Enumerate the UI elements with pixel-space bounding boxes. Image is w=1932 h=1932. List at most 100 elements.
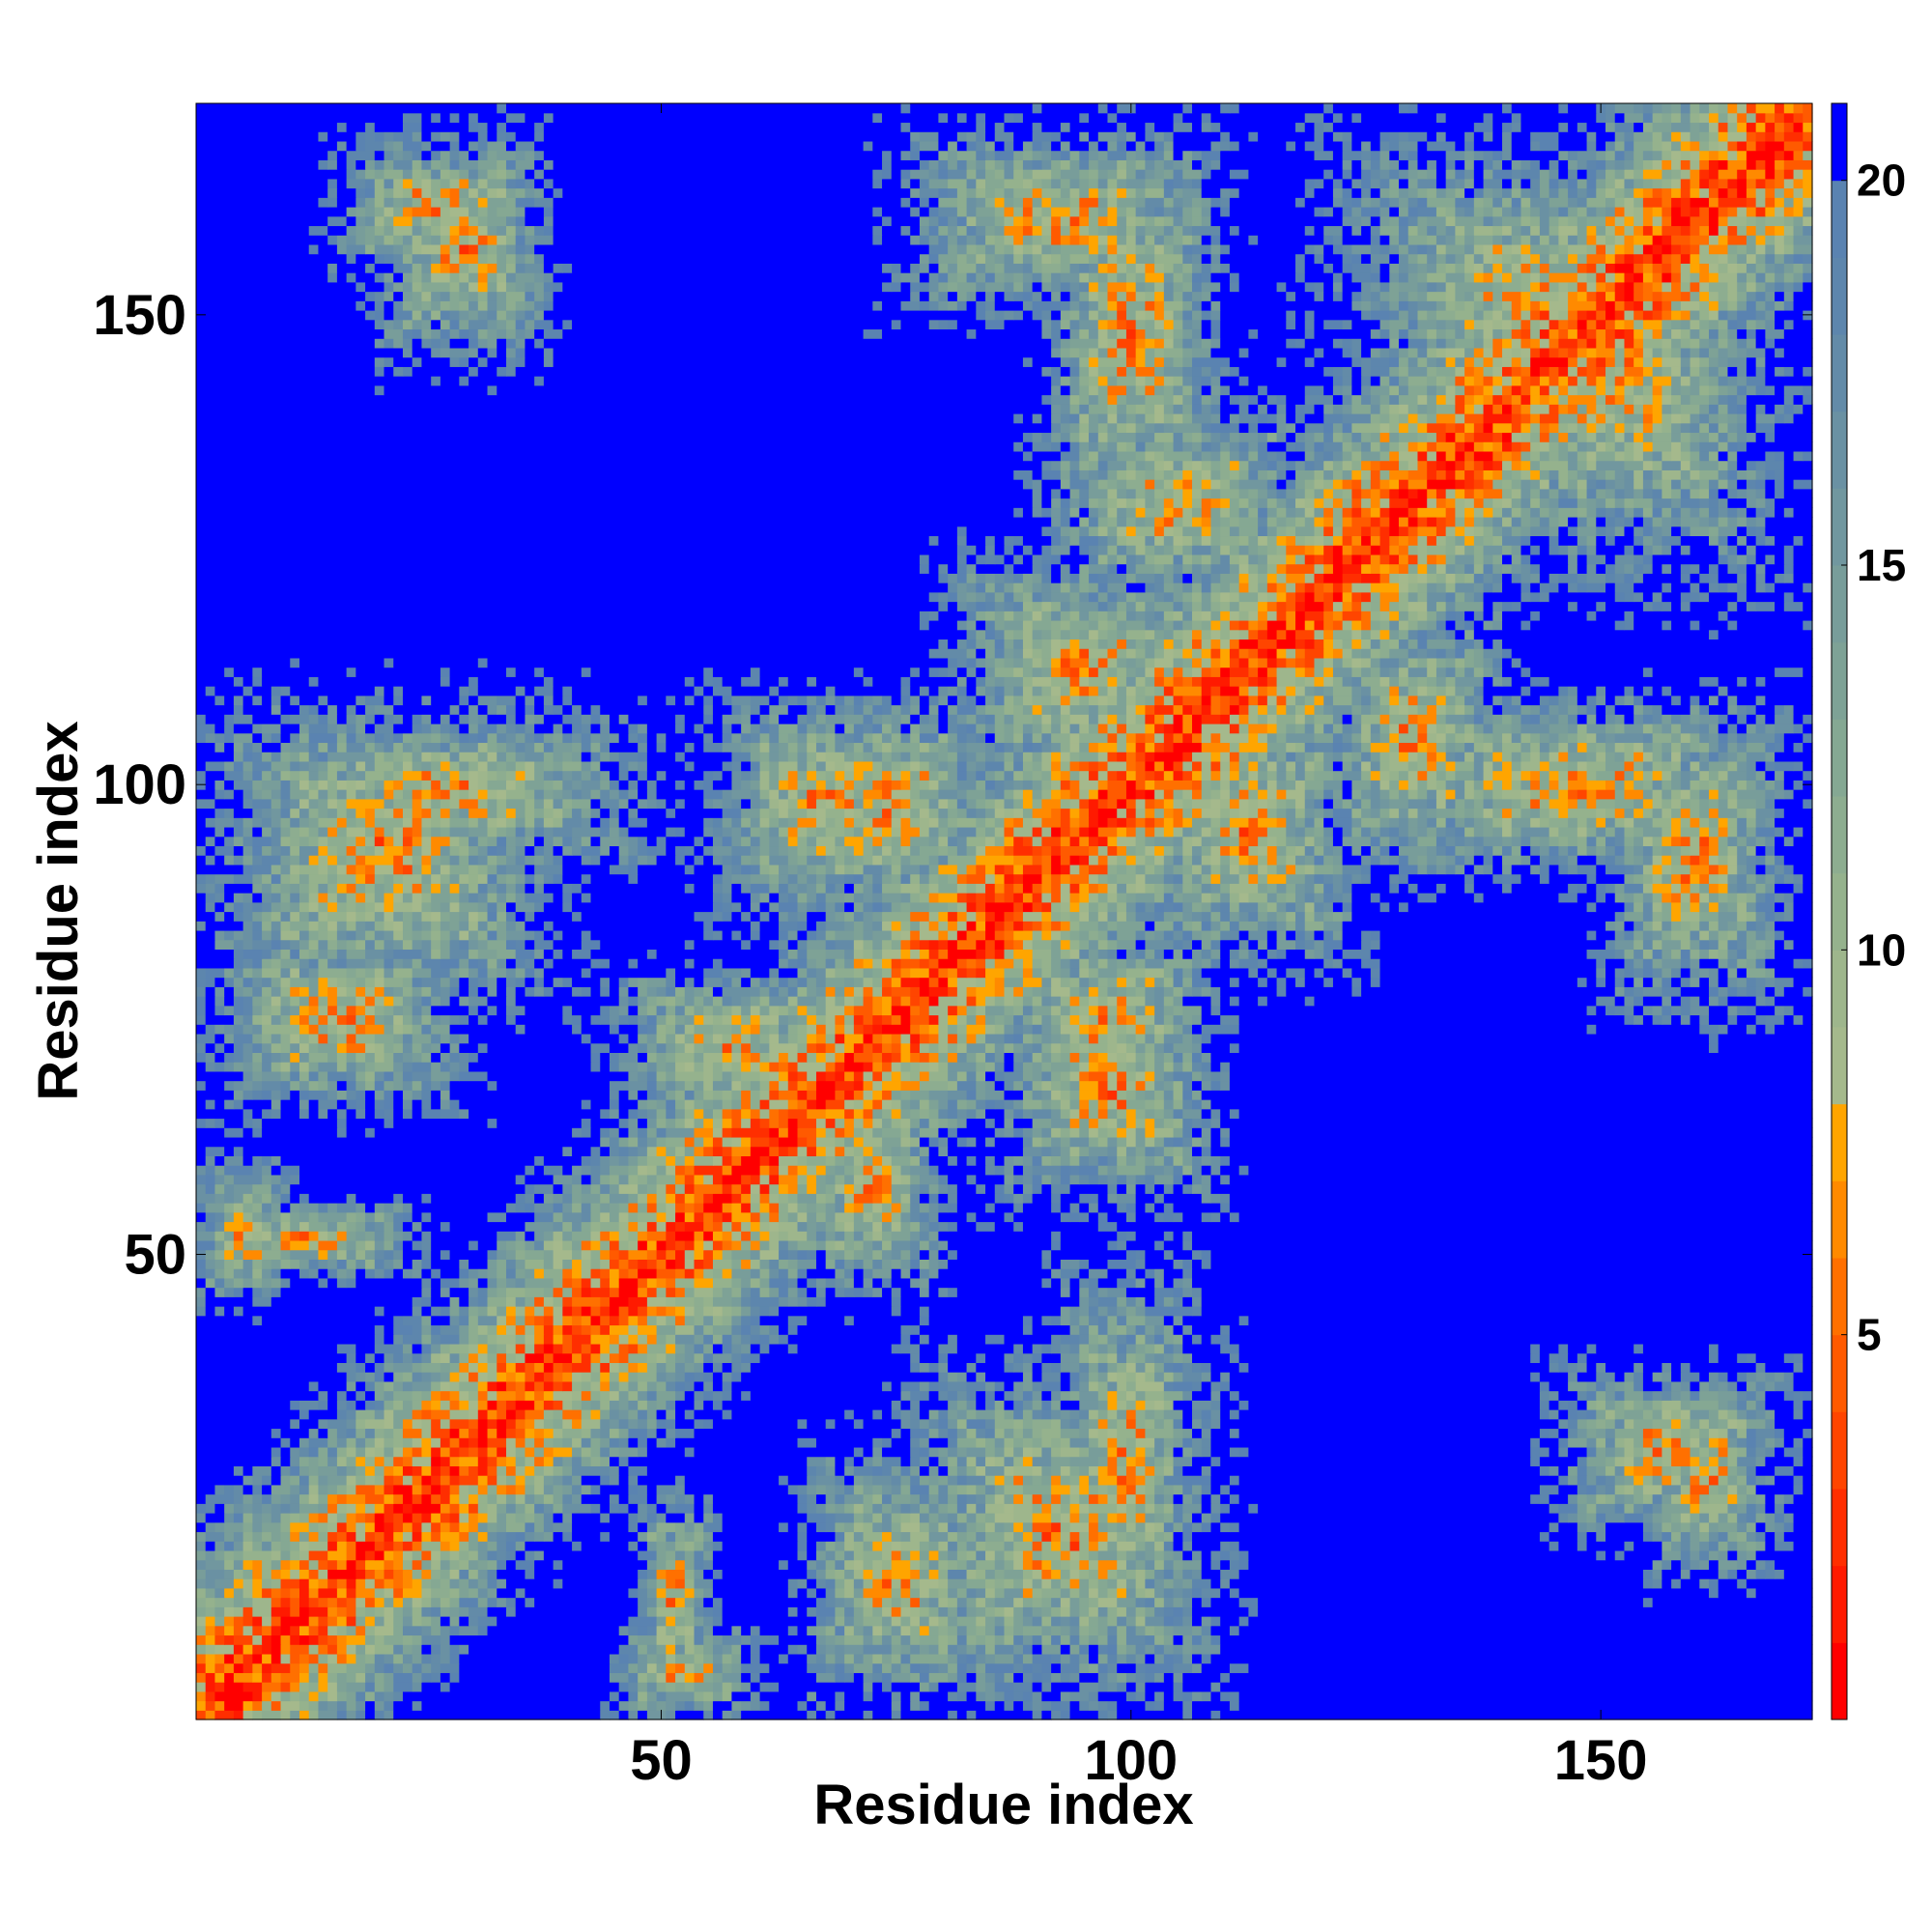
heatmap-cell-run	[214, 1682, 225, 1692]
heatmap-cell-run	[1097, 1456, 1109, 1466]
heatmap-cell-run	[515, 1409, 526, 1420]
heatmap-cell-run	[562, 1296, 573, 1307]
heatmap-cell-run	[1558, 1390, 1578, 1401]
heatmap-cell-run	[308, 1231, 320, 1241]
heatmap-cell-run	[233, 1531, 244, 1542]
heatmap-cell-run	[731, 1268, 752, 1279]
heatmap-cell-run	[1163, 1465, 1175, 1476]
heatmap-cell-run	[900, 1380, 921, 1392]
heatmap-cell-run	[910, 1409, 921, 1420]
heatmap-cell-run	[1662, 1549, 1682, 1561]
heatmap-cell-run	[1238, 1409, 1541, 1420]
heatmap-cell-run	[722, 1268, 733, 1279]
heatmap-cell-run	[948, 1606, 958, 1617]
heatmap-cell-run	[402, 1559, 413, 1570]
heatmap-cell-run	[666, 1578, 676, 1589]
heatmap-cell-run	[402, 1418, 413, 1430]
heatmap-cell-run	[440, 1324, 460, 1335]
heatmap-cell-run	[487, 1475, 497, 1486]
heatmap-cell-run	[787, 1239, 799, 1251]
heatmap-cell-run	[919, 1521, 930, 1533]
heatmap-cell-run	[1671, 1493, 1682, 1504]
heatmap-cell-run	[891, 1531, 902, 1542]
heatmap-cell-run	[355, 1484, 376, 1495]
heatmap-cell-run	[1671, 1465, 1682, 1476]
heatmap-cell-run	[431, 1277, 441, 1289]
heatmap-cell-run	[402, 1315, 423, 1326]
heatmap-cell-run	[1662, 1531, 1672, 1542]
heatmap-cell-run	[1182, 1352, 1193, 1363]
heatmap-cell-run	[374, 1203, 385, 1213]
heatmap-cell-run	[572, 1306, 582, 1317]
heatmap-cell-run	[421, 1549, 432, 1561]
heatmap-cell-run	[815, 1259, 827, 1269]
heatmap-cell-run	[1051, 1446, 1062, 1458]
heatmap-cell-run	[525, 1456, 535, 1466]
heatmap-cell-run	[336, 1221, 348, 1232]
heatmap-cell-run	[196, 1634, 207, 1645]
heatmap-cell-run	[1596, 1549, 1606, 1561]
heatmap-cell-run	[1765, 1503, 1776, 1514]
heatmap-cell-run	[459, 1465, 469, 1476]
heatmap-cell-run	[590, 1437, 601, 1448]
heatmap-cell-run	[402, 1493, 413, 1504]
heatmap-cell-run	[1163, 1625, 1175, 1636]
heatmap-cell-run	[712, 1352, 733, 1363]
heatmap-cell-run	[844, 1549, 855, 1561]
heatmap-cell-run	[402, 1446, 413, 1458]
heatmap-cell-run	[515, 1400, 535, 1410]
heatmap-cell-run	[759, 1682, 770, 1692]
heatmap-cell-run	[1718, 1456, 1729, 1466]
heatmap-cell-run	[1163, 1409, 1183, 1420]
heatmap-cell-run	[966, 1380, 986, 1392]
heatmap-cell-run	[863, 1682, 873, 1692]
heatmap-cell-run	[308, 1710, 320, 1720]
heatmap-cell-run	[1079, 1428, 1090, 1438]
heatmap-cell-run	[609, 1503, 620, 1514]
heatmap-cell-run	[431, 1616, 441, 1627]
heatmap-cell-run	[534, 1296, 545, 1307]
heatmap-cell-run	[355, 1259, 366, 1269]
heatmap-cell-run	[440, 1249, 451, 1260]
heatmap-cell-run	[374, 1531, 385, 1542]
heatmap-cell-run	[966, 1475, 986, 1486]
heatmap-cell-run	[948, 1644, 958, 1655]
heatmap-cell-run	[1107, 1400, 1118, 1410]
heatmap-cell-run	[581, 1306, 592, 1317]
heatmap-cell-run	[1022, 1380, 1034, 1392]
heatmap-cell-run	[327, 1484, 338, 1495]
heatmap-cell-run	[572, 1296, 601, 1307]
heatmap-cell-run	[844, 1559, 855, 1570]
heatmap-cell-run	[1117, 1475, 1127, 1486]
heatmap-cell-run	[872, 1710, 893, 1720]
heatmap-cell-run	[440, 1362, 451, 1373]
heatmap-cell-run	[825, 1231, 837, 1241]
heatmap-cell-run	[327, 1446, 338, 1458]
heatmap-cell-run	[1069, 1324, 1080, 1335]
heatmap-cell-run	[1089, 1503, 1118, 1514]
heatmap-cell-run	[787, 1193, 799, 1204]
heatmap-cell-run	[1192, 1287, 1203, 1297]
heatmap-cell-run	[280, 1231, 291, 1241]
heatmap-cell-run	[1097, 1672, 1109, 1683]
heatmap-cell-run	[1624, 1456, 1634, 1466]
heatmap-cell-run	[384, 1616, 394, 1627]
heatmap-cell-run	[336, 1239, 348, 1251]
heatmap-cell-run	[1568, 1465, 1578, 1476]
heatmap-cell-run	[872, 1268, 893, 1279]
heatmap-cell-run	[440, 1456, 451, 1466]
heatmap-cell-run	[1727, 1541, 1738, 1551]
heatmap-cell-run	[318, 1418, 328, 1430]
heatmap-cell-run	[477, 1306, 489, 1317]
heatmap-cell-run	[205, 1569, 225, 1579]
heatmap-cell-run	[1539, 1343, 1559, 1354]
heatmap-cell-run	[910, 1475, 921, 1486]
heatmap-cell-run	[1089, 1268, 1109, 1279]
heatmap-cell-run	[910, 1549, 921, 1561]
heatmap-cell-run	[590, 1456, 601, 1466]
heatmap-cell-run	[928, 1249, 940, 1260]
heatmap-cell-run	[1089, 1352, 1099, 1363]
heatmap-cell-run	[280, 1503, 291, 1514]
heatmap-cell-run	[497, 1400, 507, 1410]
heatmap-cell-run	[1238, 1597, 1259, 1607]
